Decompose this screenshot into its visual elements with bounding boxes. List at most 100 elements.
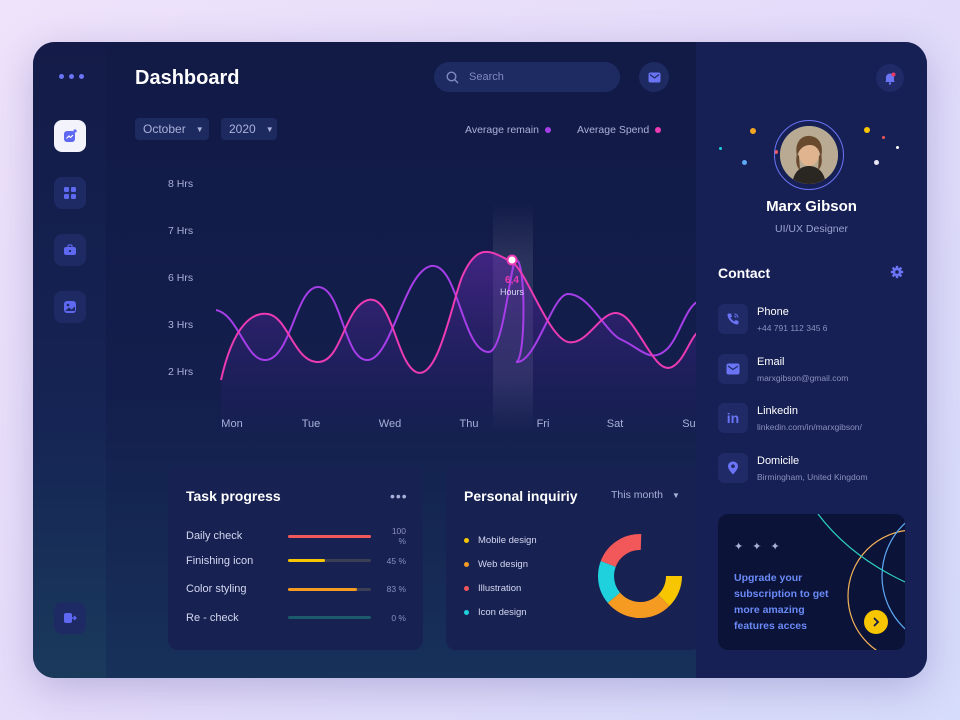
- logout-icon: [64, 613, 77, 623]
- x-tick-label: Sat: [607, 418, 624, 430]
- inquiry-item: Icon design: [464, 607, 527, 618]
- y-tick-label: 2 Hrs: [168, 366, 193, 378]
- year-value: 2020: [229, 122, 256, 136]
- briefcase-icon: [64, 244, 76, 255]
- menu-dots-icon[interactable]: [59, 74, 84, 79]
- promo-text: Upgrade your subscription to get more am…: [734, 572, 829, 632]
- messages-button[interactable]: [639, 62, 669, 92]
- chevron-down-icon: ▼: [671, 490, 680, 500]
- logout-button[interactable]: [54, 602, 86, 634]
- task-percent: 45 %: [386, 555, 406, 566]
- period-select[interactable]: This month ▼: [611, 489, 680, 501]
- task-progress-fill: [288, 559, 326, 562]
- highlight-unit: Hours: [500, 287, 525, 297]
- y-tick-label: 7 Hrs: [168, 225, 193, 237]
- task-progress-fill: [288, 534, 372, 538]
- period-value: This month: [611, 489, 663, 501]
- person-icon: [780, 126, 838, 184]
- chevron-down-icon: ▼: [195, 124, 204, 134]
- page-title: Dashboard: [135, 67, 240, 89]
- x-axis: Mon Tue Wed Thu Fri Sat Sun: [221, 418, 696, 430]
- grid-icon: [64, 187, 76, 199]
- phone-icon: [718, 304, 748, 334]
- profile-panel: Marx Gibson UI/UX Designer Contact Phone…: [696, 42, 927, 678]
- inquiry-label: Web design: [478, 559, 528, 570]
- highlight-point: [506, 254, 518, 266]
- sidebar-item-briefcase[interactable]: [54, 234, 86, 266]
- inquiry-title: Personal inquiriy: [464, 488, 578, 504]
- chevron-right-icon: [873, 617, 880, 627]
- task-label: Color styling: [186, 583, 247, 595]
- task-label: Re - check: [186, 611, 239, 624]
- confetti-dot: [742, 160, 747, 165]
- profile-role: UI/UX Designer: [775, 223, 848, 235]
- legend-spend: Average Spend: [577, 124, 662, 136]
- task-progress-title: Task progress: [186, 488, 281, 504]
- confetti-dot: [864, 127, 870, 133]
- y-tick-label: 8 Hrs: [168, 178, 193, 190]
- contact-domicile[interactable]: Domicile Birmingham, United Kingdom: [718, 453, 868, 483]
- contact-phone-title: Phone: [757, 306, 789, 318]
- chart-icon: [64, 129, 77, 142]
- spend-area: [221, 251, 696, 432]
- sidebar: [33, 42, 106, 678]
- search-input[interactable]: Search: [434, 62, 620, 92]
- more-options-icon[interactable]: •••: [390, 488, 408, 504]
- avatar-ring: [774, 120, 844, 190]
- inquiry-label: Illustration: [478, 583, 522, 594]
- contact-email[interactable]: Email marxgibson@gmail.com: [718, 354, 848, 384]
- legend-spend-label: Average Spend: [577, 124, 650, 136]
- contact-email-value: marxgibson@gmail.com: [757, 373, 849, 383]
- promo-go-button[interactable]: [864, 610, 888, 634]
- remain-line: [215, 258, 696, 364]
- hours-chart: 6,4 Hours 8 Hrs 7 Hrs 6 Hrs 3 Hrs 2 Hrs Mon T…: [168, 178, 696, 432]
- notifications-button[interactable]: [876, 64, 904, 92]
- task-progress-bar: [288, 534, 372, 538]
- donut-slice-icon: [598, 534, 682, 618]
- contact-domicile-title: Domicile: [757, 455, 800, 467]
- task-label: Daily check: [186, 530, 243, 542]
- legend-remain-dot: [544, 127, 551, 133]
- year-select[interactable]: 2020 ▼: [221, 118, 277, 140]
- avatar[interactable]: [780, 126, 838, 184]
- contact-title: Contact: [718, 265, 771, 281]
- task-percent: 0 %: [391, 612, 406, 623]
- search-icon: [446, 70, 459, 83]
- sidebar-item-gallery[interactable]: [54, 291, 86, 323]
- task-progress-bar: [288, 559, 372, 562]
- dashboard-window: Dashboard Search October ▼ 2020 ▼ Averag…: [33, 42, 927, 678]
- contact-phone-value: +44 791 112 345 6: [757, 323, 828, 333]
- highlight-value: 6,4: [505, 275, 519, 286]
- location-pin-icon: [718, 453, 748, 483]
- donut-slice-web: [598, 534, 682, 618]
- contact-email-title: Email: [757, 356, 785, 368]
- x-tick-label: Thu: [460, 418, 479, 430]
- confetti-dot: [750, 128, 756, 134]
- confetti-dot: [882, 136, 885, 139]
- task-row: Finishing icon 45 %: [186, 555, 406, 567]
- gear-icon[interactable]: [890, 265, 904, 279]
- sidebar-item-analytics[interactable]: [54, 120, 86, 152]
- inquiry-item: Web design: [464, 559, 528, 570]
- contact-linkedin[interactable]: in Linkedin linkedin.com/in/marxgibson/: [718, 403, 862, 433]
- profile-name: Marx Gibson: [766, 198, 857, 215]
- inquiry-label: Mobile design: [478, 535, 537, 546]
- month-value: October: [143, 122, 186, 136]
- y-tick-label: 6 Hrs: [168, 272, 193, 284]
- y-axis: 8 Hrs 7 Hrs 6 Hrs 3 Hrs 2 Hrs: [168, 178, 193, 378]
- donut-slice-illustration: [598, 534, 682, 618]
- contact-phone[interactable]: Phone +44 791 112 345 6: [718, 304, 828, 334]
- inquiry-item: Mobile design: [464, 535, 537, 546]
- inquiry-donut: [598, 534, 682, 618]
- inquiry-dot: [464, 610, 469, 615]
- legend-spend-dot: [655, 127, 662, 133]
- task-percent: 83 %: [386, 584, 406, 594]
- x-tick-label: Tue: [302, 418, 321, 430]
- month-select[interactable]: October ▼: [135, 118, 209, 140]
- inquiry-item: Illustration: [464, 583, 521, 594]
- contact-linkedin-title: Linkedin: [757, 405, 798, 417]
- y-tick-label: 3 Hrs: [168, 319, 193, 331]
- sidebar-item-grid[interactable]: [54, 177, 86, 209]
- legend-remain: Average remain: [465, 124, 551, 136]
- chevron-down-icon: ▼: [265, 124, 274, 134]
